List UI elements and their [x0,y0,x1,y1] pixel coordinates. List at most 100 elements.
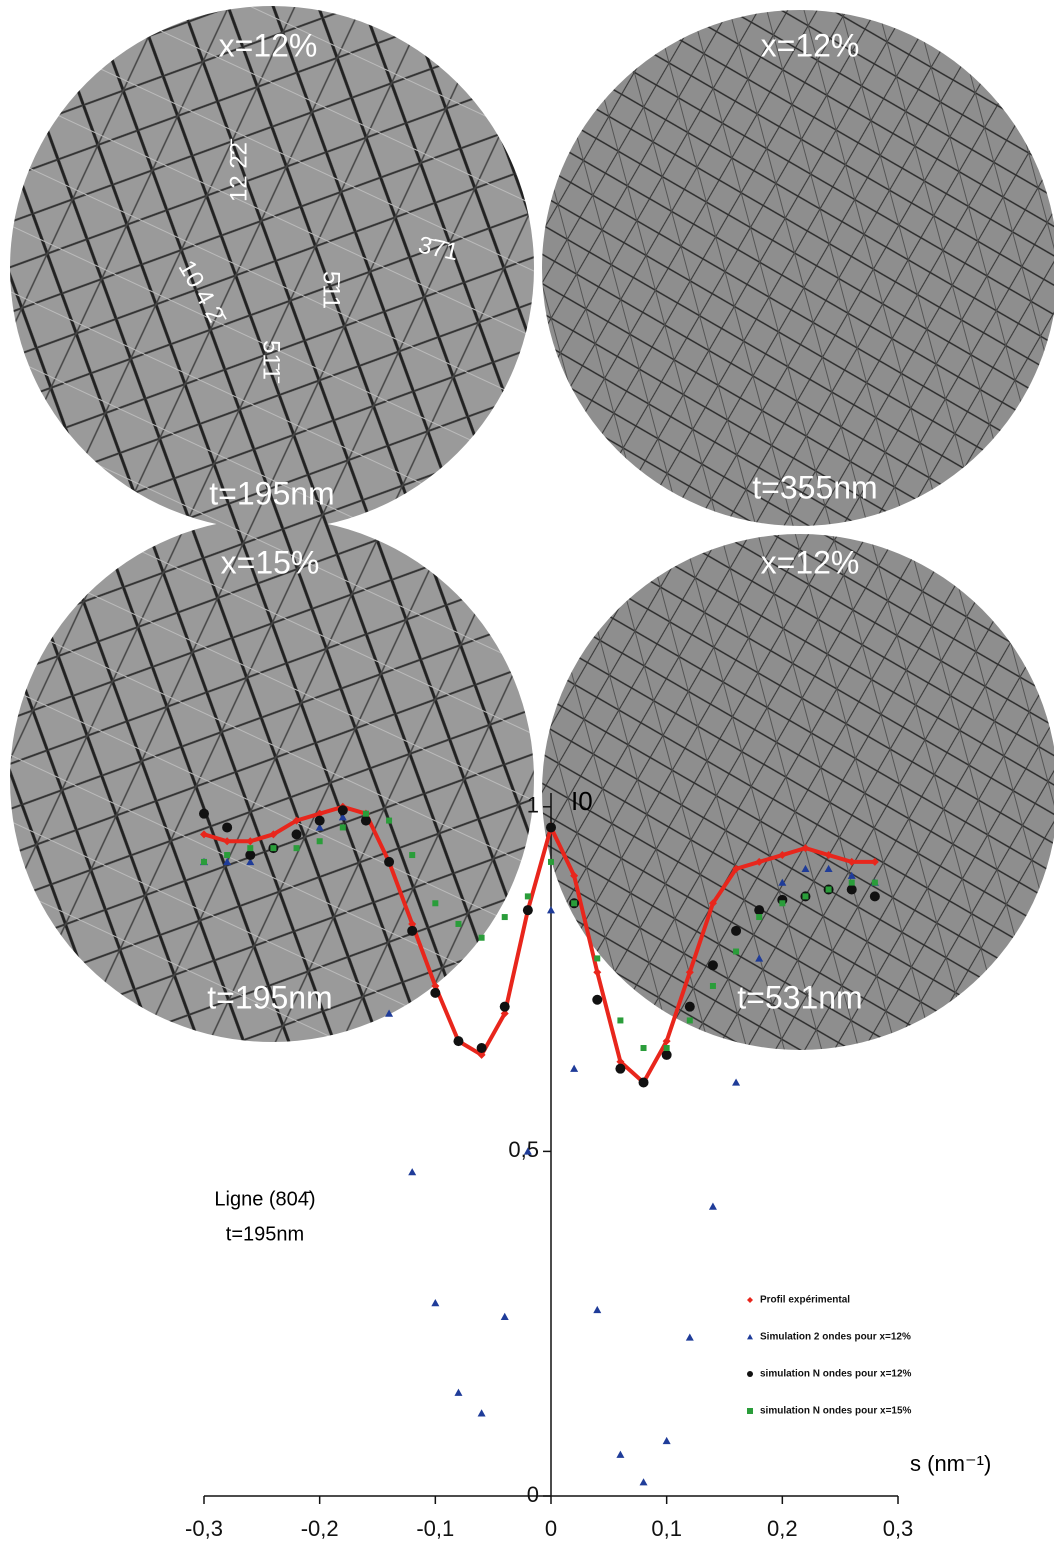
diffraction-pattern [542,534,1054,1050]
point [825,886,832,893]
point [291,829,302,840]
composition-label: x=12% [761,27,860,63]
point [431,1299,440,1307]
point [246,857,255,866]
point [754,905,765,916]
point [222,822,233,833]
point [430,987,441,998]
thickness-label: t=195nm [207,979,332,1015]
point [548,858,554,865]
point [747,1334,753,1340]
point [638,1077,649,1088]
point [685,968,694,977]
annotation: t=195nm [226,1223,304,1245]
point [571,900,578,907]
x-tick-label: -0,2 [301,1516,339,1541]
x-tick-label: 0,1 [651,1516,682,1541]
point [570,1064,579,1072]
legend-label: Profil expérimental [760,1295,850,1306]
point [384,856,395,867]
point [615,1063,626,1074]
point [339,824,346,831]
point [661,1049,672,1060]
point [755,857,764,866]
point [477,1050,486,1059]
point [779,900,786,907]
point [640,1045,647,1052]
point [338,813,347,821]
composition-label: x=15% [221,544,320,580]
legend-label: Simulation 2 ondes pour x=12% [760,1332,911,1343]
point [871,879,878,886]
point [801,844,810,853]
point [199,808,209,819]
point [524,893,531,900]
point [499,1001,510,1012]
point [747,1297,753,1303]
point [755,954,764,962]
point [707,960,718,971]
x-tick-label: -0,1 [416,1516,454,1541]
x-axis-label: s (nm⁻¹) [910,1451,991,1476]
point [501,914,508,921]
point [732,864,741,873]
point [476,1043,487,1054]
y-axis-label: I0 [571,786,593,816]
x-tick-label: 0,3 [883,1516,914,1541]
x-tick-label: 0 [545,1516,557,1541]
point [848,879,855,886]
point [846,884,857,895]
point [270,845,277,852]
point [639,1478,648,1486]
index-label: 51̄1̄ [258,340,285,384]
diffraction-pattern [542,10,1054,526]
point [847,857,856,866]
thickness-label: t=195nm [209,475,334,511]
profile-line [203,804,875,1086]
annotation: Ligne (804̄) [214,1188,315,1210]
point [245,850,256,861]
point [731,925,742,936]
point [407,925,418,936]
point [360,815,371,826]
point [617,1017,624,1024]
point [431,981,440,990]
point [616,1057,625,1066]
point [386,817,393,824]
point [315,809,324,818]
point [316,838,323,845]
point [314,815,325,826]
point [685,1333,694,1341]
point [478,934,485,941]
point [224,852,231,859]
point [778,878,787,886]
point [824,864,833,873]
point [570,871,579,880]
point [409,852,416,859]
point [662,1037,671,1046]
point [269,830,278,839]
point [546,822,556,833]
point [547,906,555,914]
point [733,948,740,955]
point [662,1436,671,1445]
point [847,871,856,879]
point [801,864,810,873]
point [756,914,763,921]
point [869,891,880,902]
point [223,837,232,846]
point [592,994,603,1005]
point [477,1409,486,1417]
x-tick-label: -0,3 [185,1516,223,1541]
pattern-images [10,6,1054,1050]
diffraction-pattern [10,6,534,530]
point [223,857,232,866]
point [385,1009,394,1017]
point [732,1078,741,1086]
point [362,810,369,817]
point [500,1312,509,1321]
point [247,845,254,852]
point [408,919,417,928]
chart: -0,3 -0,2 -0,1 0 0,1 0,2 0,3 0 0,5 1 I0 s (nm⁻¹) Lig… [185,786,991,1541]
